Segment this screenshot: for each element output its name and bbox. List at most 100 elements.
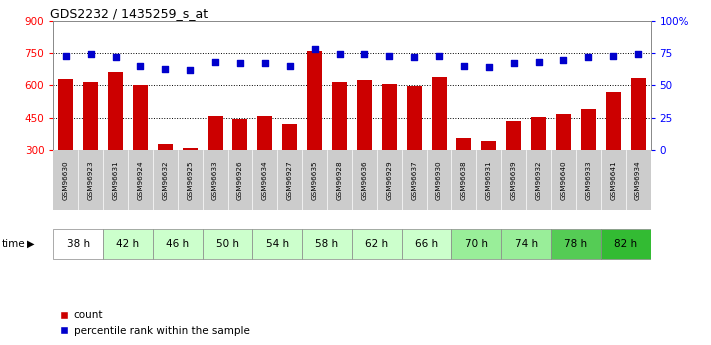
Text: time: time [1,239,25,249]
Text: GSM96923: GSM96923 [87,160,94,200]
Bar [352,229,402,259]
Text: 42 h: 42 h [117,239,139,249]
Text: ▶: ▶ [27,239,35,249]
Legend: count, percentile rank within the sample: count, percentile rank within the sample [55,306,254,340]
Bar [432,77,447,215]
Bar [183,148,198,215]
Point [557,57,569,62]
Text: GSM96927: GSM96927 [287,160,293,200]
Point [583,54,594,60]
Bar [456,138,471,215]
Text: 78 h: 78 h [565,239,587,249]
Text: GSM96640: GSM96640 [560,160,567,200]
Bar [407,86,422,215]
Point [358,52,370,57]
Point [633,52,644,57]
Text: GSM96634: GSM96634 [262,160,268,200]
Bar [631,78,646,215]
Point [333,52,345,57]
Bar [133,86,148,215]
Bar [58,79,73,215]
Bar [382,84,397,215]
Text: 38 h: 38 h [67,239,90,249]
Bar [601,229,651,259]
Bar [282,124,297,215]
Text: GSM96930: GSM96930 [436,160,442,200]
Text: GSM96637: GSM96637 [411,160,417,200]
Text: GSM96933: GSM96933 [585,160,592,200]
Bar [402,229,451,259]
Bar [531,117,546,215]
Text: 62 h: 62 h [365,239,388,249]
Point [309,47,320,52]
Bar [108,72,123,215]
Bar [606,92,621,215]
Text: GSM96925: GSM96925 [187,160,193,200]
Bar [203,229,252,259]
Point [483,65,494,70]
Point [284,63,296,69]
Text: GSM96632: GSM96632 [162,160,169,200]
Text: 50 h: 50 h [216,239,239,249]
Text: GSM96928: GSM96928 [336,160,343,200]
Text: GDS2232 / 1435259_s_at: GDS2232 / 1435259_s_at [50,7,208,20]
Text: GSM96926: GSM96926 [237,160,243,200]
Bar [551,229,601,259]
Point [458,63,469,69]
Point [607,53,619,58]
Text: GSM96631: GSM96631 [112,160,119,200]
Text: 70 h: 70 h [465,239,488,249]
Point [185,67,196,73]
Bar [153,229,203,259]
Bar [83,82,98,215]
Bar [451,229,501,259]
Text: GSM96931: GSM96931 [486,160,492,200]
Text: 58 h: 58 h [316,239,338,249]
Bar [232,119,247,215]
Bar [302,229,352,259]
Bar [307,51,322,215]
Bar [581,109,596,215]
Point [85,52,97,57]
Text: GSM96630: GSM96630 [63,160,69,200]
Point [408,54,419,60]
Text: GSM96924: GSM96924 [137,160,144,200]
Point [209,59,220,65]
Text: 66 h: 66 h [415,239,438,249]
Text: GSM96639: GSM96639 [510,160,517,200]
Point [384,53,395,58]
Bar [332,82,347,215]
Bar [357,80,372,215]
Text: GSM96636: GSM96636 [361,160,368,200]
Text: GSM96633: GSM96633 [212,160,218,200]
Point [259,61,270,66]
Bar [208,116,223,215]
Text: 54 h: 54 h [266,239,289,249]
Text: GSM96641: GSM96641 [610,160,616,200]
Text: GSM96635: GSM96635 [311,160,318,200]
Text: GSM96929: GSM96929 [386,160,392,200]
Point [508,61,519,66]
Bar [53,229,103,259]
Text: GSM96638: GSM96638 [461,160,467,200]
Bar [481,141,496,215]
Bar [158,144,173,215]
Bar [257,116,272,215]
Point [433,53,445,58]
Bar [556,115,571,215]
Point [159,66,171,71]
Text: GSM96934: GSM96934 [635,160,641,200]
Point [135,63,146,69]
Point [109,54,121,60]
Text: 82 h: 82 h [614,239,637,249]
Bar [506,121,521,215]
Text: 74 h: 74 h [515,239,538,249]
Point [234,61,246,66]
Bar [103,229,153,259]
Point [533,59,545,65]
Point [60,53,71,58]
Bar [501,229,551,259]
Bar [252,229,302,259]
Text: GSM96932: GSM96932 [535,160,542,200]
Text: 46 h: 46 h [166,239,189,249]
